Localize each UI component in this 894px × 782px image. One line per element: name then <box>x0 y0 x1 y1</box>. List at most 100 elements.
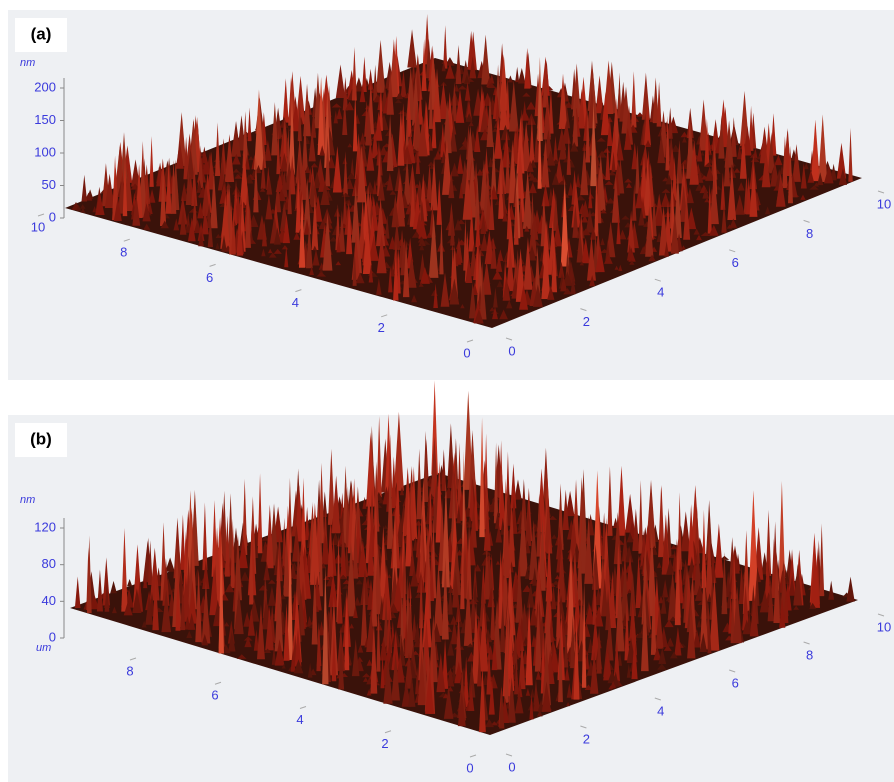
spike <box>529 693 534 720</box>
spike <box>456 503 461 524</box>
spike <box>623 128 632 150</box>
spike <box>661 529 670 575</box>
lateral-tick-label: 6 <box>732 255 739 270</box>
spike <box>201 580 211 644</box>
spike <box>694 506 700 564</box>
spike <box>635 632 645 639</box>
spike <box>321 563 327 569</box>
spike <box>403 156 411 205</box>
spike <box>761 148 771 188</box>
spike <box>585 107 591 163</box>
spike <box>648 254 656 262</box>
z-tick-label: 200 <box>34 79 56 94</box>
spike <box>353 604 358 619</box>
spike <box>742 530 750 615</box>
lateral-tick <box>580 308 587 312</box>
spike <box>441 482 450 588</box>
spike <box>636 112 644 117</box>
spike <box>460 303 465 309</box>
spike <box>676 140 683 184</box>
spike <box>486 95 494 147</box>
spike <box>591 616 600 661</box>
spike <box>541 681 552 712</box>
spike <box>490 721 499 726</box>
lateral-tick <box>37 213 45 217</box>
spike <box>389 190 397 195</box>
spike <box>161 589 171 633</box>
spike <box>658 595 664 604</box>
spike <box>595 245 605 273</box>
spike <box>699 632 708 652</box>
spike <box>671 144 681 152</box>
spike <box>635 554 642 608</box>
spike <box>654 206 664 226</box>
spike <box>196 179 203 193</box>
spike <box>422 576 432 648</box>
spike <box>290 646 296 672</box>
spike <box>491 635 498 671</box>
spike <box>543 98 551 140</box>
spike <box>567 182 574 196</box>
spike <box>349 623 354 629</box>
spike <box>704 533 714 602</box>
spike <box>95 193 105 216</box>
spike <box>386 69 394 115</box>
spike <box>664 241 670 257</box>
spike <box>237 654 247 659</box>
spike <box>658 205 669 256</box>
spike <box>263 561 270 581</box>
spike <box>702 187 710 199</box>
spike <box>343 151 348 195</box>
spike <box>322 566 329 685</box>
spike <box>459 182 464 199</box>
spike <box>359 132 366 145</box>
spike <box>346 172 357 180</box>
spike <box>576 532 583 605</box>
spike <box>448 465 458 519</box>
spike <box>318 218 328 230</box>
spike <box>459 645 465 650</box>
spike <box>686 107 694 139</box>
spike <box>445 62 455 79</box>
spike <box>450 615 458 625</box>
spike <box>748 490 759 601</box>
lateral-tick <box>466 339 474 343</box>
z-tick-label: 80 <box>42 556 56 571</box>
spike <box>350 157 355 178</box>
spike <box>209 566 219 616</box>
spike <box>848 127 853 182</box>
spike <box>576 229 584 263</box>
spike <box>650 574 657 655</box>
spike <box>362 673 371 678</box>
spike <box>263 648 272 653</box>
spike <box>621 530 629 562</box>
spike <box>366 689 372 696</box>
lateral-unit: um <box>36 642 51 654</box>
spike <box>514 690 524 714</box>
spike <box>767 132 775 174</box>
spike <box>455 613 463 675</box>
lateral-tick-label: 0 <box>508 759 515 774</box>
spike <box>484 718 495 728</box>
spike <box>336 234 341 253</box>
spike <box>390 263 395 277</box>
spike <box>207 151 215 190</box>
spike <box>631 71 637 128</box>
spike <box>704 198 710 203</box>
spike <box>818 114 828 183</box>
spike <box>707 593 712 603</box>
spike <box>563 288 572 295</box>
spike <box>600 208 607 214</box>
spike <box>584 516 593 584</box>
spike <box>313 170 321 189</box>
spike <box>404 652 414 689</box>
spike <box>490 141 497 200</box>
spike <box>621 215 630 220</box>
spike <box>299 155 308 200</box>
spike <box>587 638 594 654</box>
spike <box>551 236 558 293</box>
spike <box>726 224 733 229</box>
spike <box>316 621 321 672</box>
spike <box>542 58 548 108</box>
spike <box>635 144 640 194</box>
